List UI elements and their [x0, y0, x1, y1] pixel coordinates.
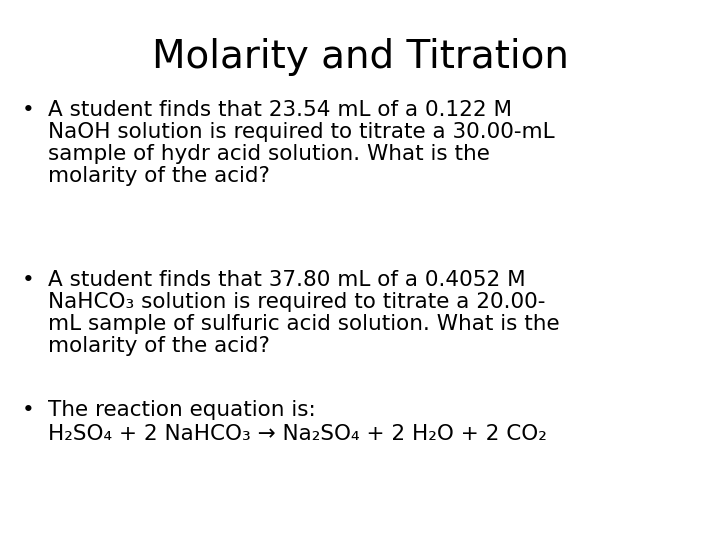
Text: •: •: [22, 400, 35, 420]
Text: H₂SO₄ + 2 NaHCO₃ → Na₂SO₄ + 2 H₂O + 2 CO₂: H₂SO₄ + 2 NaHCO₃ → Na₂SO₄ + 2 H₂O + 2 CO…: [48, 424, 547, 444]
Text: mL sample of sulfuric acid solution. What is the: mL sample of sulfuric acid solution. Wha…: [48, 314, 559, 334]
Text: A student finds that 37.80 mL of a 0.4052 M: A student finds that 37.80 mL of a 0.405…: [48, 270, 526, 290]
Text: The reaction equation is:: The reaction equation is:: [48, 400, 316, 420]
Text: Molarity and Titration: Molarity and Titration: [152, 38, 568, 76]
Text: A student finds that 23.54 mL of a 0.122 M: A student finds that 23.54 mL of a 0.122…: [48, 100, 512, 120]
Text: molarity of the acid?: molarity of the acid?: [48, 166, 270, 186]
Text: •: •: [22, 270, 35, 290]
Text: •: •: [22, 100, 35, 120]
Text: sample of hydr acid solution. What is the: sample of hydr acid solution. What is th…: [48, 144, 490, 164]
Text: molarity of the acid?: molarity of the acid?: [48, 336, 270, 356]
Text: NaHCO₃ solution is required to titrate a 20.00-: NaHCO₃ solution is required to titrate a…: [48, 292, 545, 312]
Text: NaOH solution is required to titrate a 30.00-mL: NaOH solution is required to titrate a 3…: [48, 122, 554, 142]
